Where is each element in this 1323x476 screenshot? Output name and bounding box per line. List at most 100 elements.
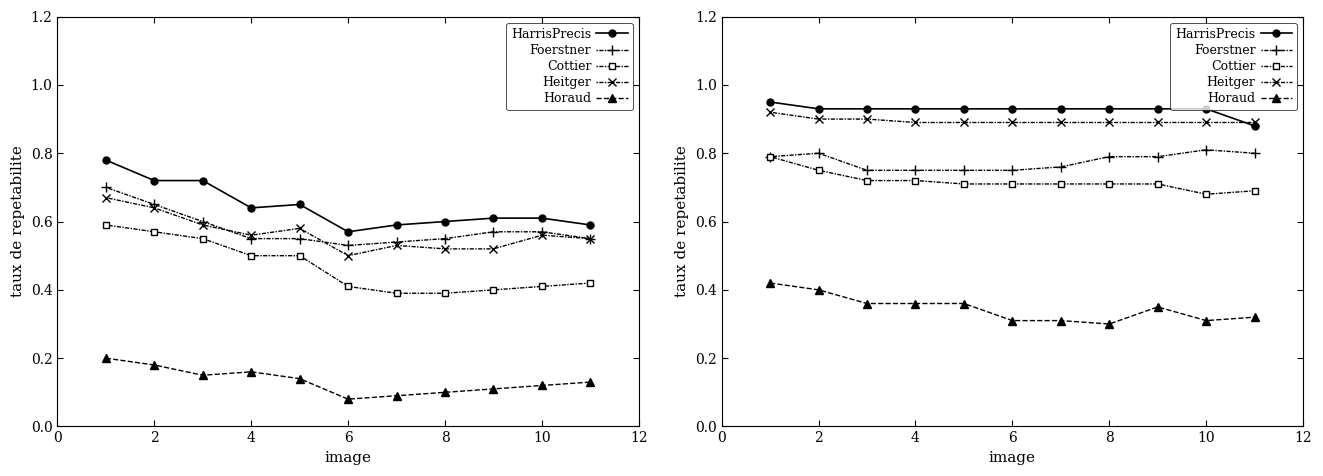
Heitger xyxy=(340,253,356,258)
Foerstner xyxy=(1150,154,1166,159)
HarrisPrecis xyxy=(1199,106,1215,112)
HarrisPrecis xyxy=(340,229,356,235)
Horaud xyxy=(762,280,778,286)
Heitger xyxy=(908,119,923,125)
Line: Foerstner: Foerstner xyxy=(101,182,595,250)
Heitger xyxy=(437,246,452,252)
Horaud xyxy=(437,389,452,395)
HarrisPrecis xyxy=(194,178,210,183)
Heitger xyxy=(582,236,598,241)
Foerstner xyxy=(811,150,827,156)
Cottier xyxy=(389,290,405,296)
Foerstner xyxy=(582,236,598,241)
Cottier xyxy=(1150,181,1166,187)
Heitger xyxy=(1101,119,1117,125)
Horaud xyxy=(340,397,356,402)
Foerstner xyxy=(437,236,452,241)
Foerstner xyxy=(147,202,163,208)
Line: Heitger: Heitger xyxy=(766,108,1258,127)
Cottier xyxy=(1199,191,1215,197)
Cottier xyxy=(957,181,972,187)
Foerstner xyxy=(908,168,923,173)
Line: Foerstner: Foerstner xyxy=(765,145,1259,175)
Cottier xyxy=(582,280,598,286)
Foerstner xyxy=(98,185,114,190)
HarrisPrecis xyxy=(582,222,598,228)
Heitger xyxy=(194,222,210,228)
Foerstner xyxy=(1246,150,1262,156)
Cottier xyxy=(340,284,356,289)
HarrisPrecis xyxy=(243,205,259,211)
Line: Horaud: Horaud xyxy=(102,354,594,403)
Legend: HarrisPrecis, Foerstner, Cottier, Heitger, Horaud: HarrisPrecis, Foerstner, Cottier, Heitge… xyxy=(507,23,632,110)
Heitger xyxy=(1053,119,1069,125)
Foerstner xyxy=(1199,147,1215,153)
Line: HarrisPrecis: HarrisPrecis xyxy=(766,99,1258,129)
Foerstner xyxy=(1101,154,1117,159)
Heitger xyxy=(486,246,501,252)
Horaud xyxy=(98,355,114,361)
Cottier xyxy=(291,253,307,258)
Horaud xyxy=(194,372,210,378)
Cottier xyxy=(534,284,550,289)
Heitger xyxy=(147,205,163,211)
HarrisPrecis xyxy=(98,157,114,163)
Cottier xyxy=(1004,181,1020,187)
Heitger xyxy=(98,195,114,200)
Foerstner xyxy=(1053,164,1069,170)
Foerstner xyxy=(1004,168,1020,173)
Foerstner xyxy=(957,168,972,173)
Cottier xyxy=(486,287,501,293)
Cottier xyxy=(194,236,210,241)
Heitger xyxy=(1150,119,1166,125)
Horaud xyxy=(1150,304,1166,310)
Cottier xyxy=(908,178,923,183)
Cottier xyxy=(1101,181,1117,187)
Horaud xyxy=(1246,314,1262,320)
Foerstner xyxy=(534,229,550,235)
Line: Horaud: Horaud xyxy=(766,279,1258,328)
Horaud xyxy=(243,369,259,375)
HarrisPrecis xyxy=(762,99,778,105)
HarrisPrecis xyxy=(1053,106,1069,112)
Cottier xyxy=(1053,181,1069,187)
Foerstner xyxy=(389,239,405,245)
Cottier xyxy=(1246,188,1262,194)
Line: Heitger: Heitger xyxy=(102,193,594,260)
Horaud xyxy=(582,379,598,385)
Foerstner xyxy=(340,243,356,248)
Heitger xyxy=(1199,119,1215,125)
Horaud xyxy=(908,301,923,307)
Cottier xyxy=(437,290,452,296)
Foerstner xyxy=(859,168,875,173)
Foerstner xyxy=(486,229,501,235)
Horaud xyxy=(957,301,972,307)
Foerstner xyxy=(762,154,778,159)
X-axis label: image: image xyxy=(988,451,1036,465)
Heitger xyxy=(811,116,827,122)
Heitger xyxy=(291,226,307,231)
X-axis label: image: image xyxy=(324,451,372,465)
Horaud xyxy=(811,287,827,293)
Horaud xyxy=(389,393,405,398)
Horaud xyxy=(859,301,875,307)
Heitger xyxy=(762,109,778,115)
HarrisPrecis xyxy=(291,202,307,208)
Horaud xyxy=(147,362,163,368)
Heitger xyxy=(859,116,875,122)
Cottier xyxy=(811,168,827,173)
Line: Cottier: Cottier xyxy=(102,221,594,297)
Horaud xyxy=(1101,321,1117,327)
Cottier xyxy=(762,154,778,159)
Y-axis label: taux de repetabilite: taux de repetabilite xyxy=(11,146,25,298)
HarrisPrecis xyxy=(1150,106,1166,112)
HarrisPrecis xyxy=(534,215,550,221)
HarrisPrecis xyxy=(859,106,875,112)
Horaud xyxy=(1199,318,1215,324)
Horaud xyxy=(1053,318,1069,324)
HarrisPrecis xyxy=(486,215,501,221)
HarrisPrecis xyxy=(908,106,923,112)
Cottier xyxy=(243,253,259,258)
Y-axis label: taux de repetabilite: taux de repetabilite xyxy=(675,146,689,298)
HarrisPrecis xyxy=(1004,106,1020,112)
